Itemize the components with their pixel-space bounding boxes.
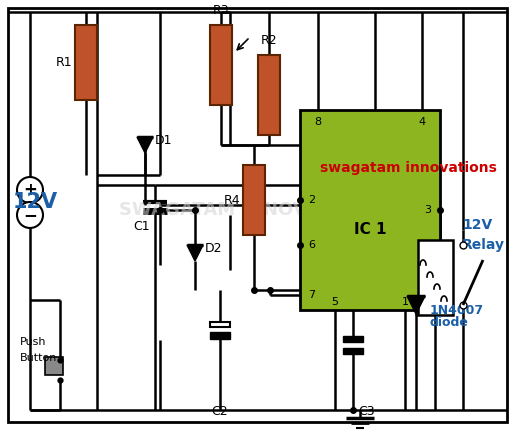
Text: 5: 5 xyxy=(332,297,338,307)
Bar xyxy=(418,240,453,315)
Text: 12V: 12V xyxy=(13,192,58,212)
Bar xyxy=(210,25,232,105)
Text: 12V: 12V xyxy=(462,218,492,232)
Polygon shape xyxy=(407,296,425,314)
Text: SWAGATAM INNOVATIONS: SWAGATAM INNOVATIONS xyxy=(119,201,381,219)
Text: 2: 2 xyxy=(309,195,315,205)
Bar xyxy=(343,336,363,342)
Text: R2: R2 xyxy=(260,34,277,47)
Bar xyxy=(258,55,280,135)
Text: −: − xyxy=(23,206,37,224)
Text: swagatam innovations: swagatam innovations xyxy=(320,161,497,175)
Bar xyxy=(243,165,265,235)
Text: R3: R3 xyxy=(213,4,229,17)
Text: 7: 7 xyxy=(309,290,315,300)
Circle shape xyxy=(17,177,43,203)
Text: 3: 3 xyxy=(425,205,431,215)
Text: C3: C3 xyxy=(358,405,374,418)
Bar xyxy=(300,110,440,310)
Text: Push: Push xyxy=(20,337,47,347)
Text: diode: diode xyxy=(430,316,469,329)
Text: C1: C1 xyxy=(133,221,150,233)
Text: 8: 8 xyxy=(314,117,322,127)
Text: D2: D2 xyxy=(205,242,222,254)
Polygon shape xyxy=(137,137,153,153)
Text: D1: D1 xyxy=(155,133,173,146)
Text: 4: 4 xyxy=(418,117,426,127)
Bar xyxy=(75,25,97,100)
Text: 1N4007: 1N4007 xyxy=(430,304,484,316)
Text: IC 1: IC 1 xyxy=(354,222,386,237)
Bar xyxy=(210,322,230,327)
Circle shape xyxy=(17,202,43,228)
Text: R4: R4 xyxy=(223,194,240,207)
Text: C2: C2 xyxy=(212,405,229,418)
Text: R1: R1 xyxy=(55,55,72,69)
Text: 6: 6 xyxy=(309,240,315,250)
Text: Relay: Relay xyxy=(462,238,505,252)
Bar xyxy=(343,348,363,354)
Text: +: + xyxy=(23,181,37,199)
Bar xyxy=(210,332,230,339)
Text: 1: 1 xyxy=(402,297,408,307)
Polygon shape xyxy=(187,245,203,261)
Text: Button: Button xyxy=(20,353,58,363)
Bar xyxy=(45,357,63,375)
